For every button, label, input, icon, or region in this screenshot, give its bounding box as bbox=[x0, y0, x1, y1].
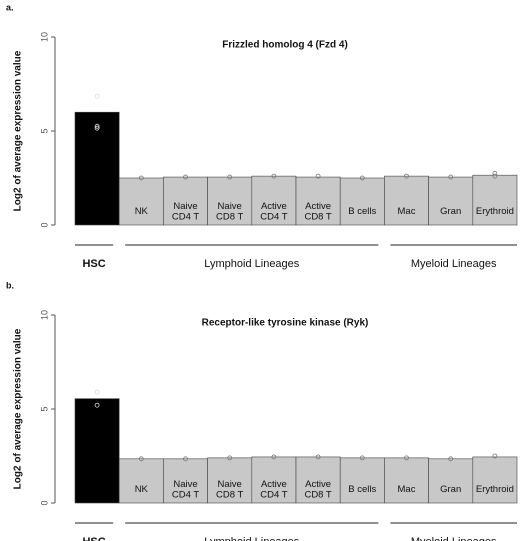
bar bbox=[295, 176, 341, 226]
replicate-point bbox=[183, 174, 188, 180]
bar-label: Gran bbox=[440, 484, 461, 495]
bar bbox=[428, 176, 474, 226]
replicate-point bbox=[315, 454, 321, 460]
group-label: HSC bbox=[82, 258, 105, 270]
replicate-point bbox=[94, 93, 100, 99]
bar bbox=[74, 111, 120, 226]
replicate-point bbox=[359, 455, 365, 461]
y-tick-label: 10 bbox=[39, 32, 49, 42]
bar bbox=[207, 176, 253, 226]
bar-label: Erythroid bbox=[476, 484, 514, 495]
replicate-point bbox=[448, 456, 454, 462]
replicate-point bbox=[448, 174, 454, 180]
chart-title: Frizzled homolog 4 (Fzd 4) bbox=[222, 40, 348, 51]
bar bbox=[74, 398, 120, 504]
panel-label: a. bbox=[6, 2, 14, 12]
y-tick-label: 5 bbox=[39, 406, 49, 411]
y-tick-label: 10 bbox=[39, 310, 49, 320]
group-label: Lymphoid Lineages bbox=[204, 258, 299, 270]
replicate-point bbox=[227, 174, 233, 180]
bar-label: Active CD8 T bbox=[304, 478, 331, 500]
bar-label: NK bbox=[135, 206, 149, 217]
bar bbox=[118, 177, 164, 226]
bar-label: Active CD4 T bbox=[260, 200, 287, 222]
replicate-point bbox=[492, 170, 498, 176]
bar-label: Naive CD8 T bbox=[216, 478, 243, 500]
group-label: Myeloid Lineages bbox=[411, 536, 497, 541]
bar-label: Mac bbox=[398, 206, 416, 217]
replicate-point bbox=[138, 175, 144, 181]
replicate-point bbox=[94, 125, 100, 131]
replicate-point bbox=[315, 173, 321, 179]
bar bbox=[163, 176, 208, 226]
bar bbox=[295, 456, 341, 504]
group-label: Lymphoid Lineages bbox=[204, 536, 299, 541]
bar bbox=[339, 177, 385, 226]
bar-label: Active CD4 T bbox=[260, 478, 287, 500]
chart-title: Receptor-like tyrosine kinase (Ryk) bbox=[202, 318, 369, 329]
y-tick-label: 0 bbox=[39, 222, 49, 227]
replicate-point bbox=[183, 456, 188, 462]
y-tick-label: 5 bbox=[39, 128, 49, 133]
bar-label: Erythroid bbox=[476, 206, 514, 217]
replicate-point bbox=[492, 453, 498, 459]
group-label: Myeloid Lineages bbox=[411, 258, 497, 270]
bar bbox=[384, 457, 429, 504]
replicate-point bbox=[359, 175, 365, 181]
bar-label: Gran bbox=[440, 206, 461, 217]
bar-label: B cells bbox=[348, 484, 376, 495]
bar-label: Active CD8 T bbox=[304, 200, 331, 222]
y-axis-label: Log2 of average expression value bbox=[13, 328, 24, 489]
bar bbox=[118, 458, 164, 504]
bar-label: NK bbox=[135, 484, 149, 495]
y-axis-label: Log2 of average expression value bbox=[13, 50, 24, 211]
replicate-point bbox=[492, 173, 498, 179]
bar bbox=[428, 458, 474, 504]
y-tick-label: 0 bbox=[39, 500, 49, 505]
group-label: HSC bbox=[82, 536, 105, 541]
bar bbox=[384, 175, 429, 226]
bar-label: Naive CD8 T bbox=[216, 200, 243, 222]
bar-label: Naive CD4 T bbox=[172, 478, 199, 500]
replicate-point bbox=[94, 389, 100, 395]
replicate-point bbox=[404, 455, 409, 461]
replicate-point bbox=[94, 402, 100, 408]
replicate-point bbox=[227, 455, 233, 461]
bar-label: B cells bbox=[348, 206, 376, 217]
replicate-point bbox=[271, 173, 277, 179]
panel-label: b. bbox=[6, 280, 14, 290]
replicate-point bbox=[94, 123, 100, 129]
bar bbox=[472, 174, 518, 226]
replicate-point bbox=[271, 454, 277, 460]
bar-label: Naive CD4 T bbox=[172, 200, 199, 222]
bar-label: Mac bbox=[398, 484, 416, 495]
replicate-point bbox=[138, 456, 144, 462]
bar bbox=[251, 456, 297, 504]
bar bbox=[339, 457, 385, 504]
bar bbox=[472, 456, 518, 504]
replicate-point bbox=[404, 173, 409, 179]
